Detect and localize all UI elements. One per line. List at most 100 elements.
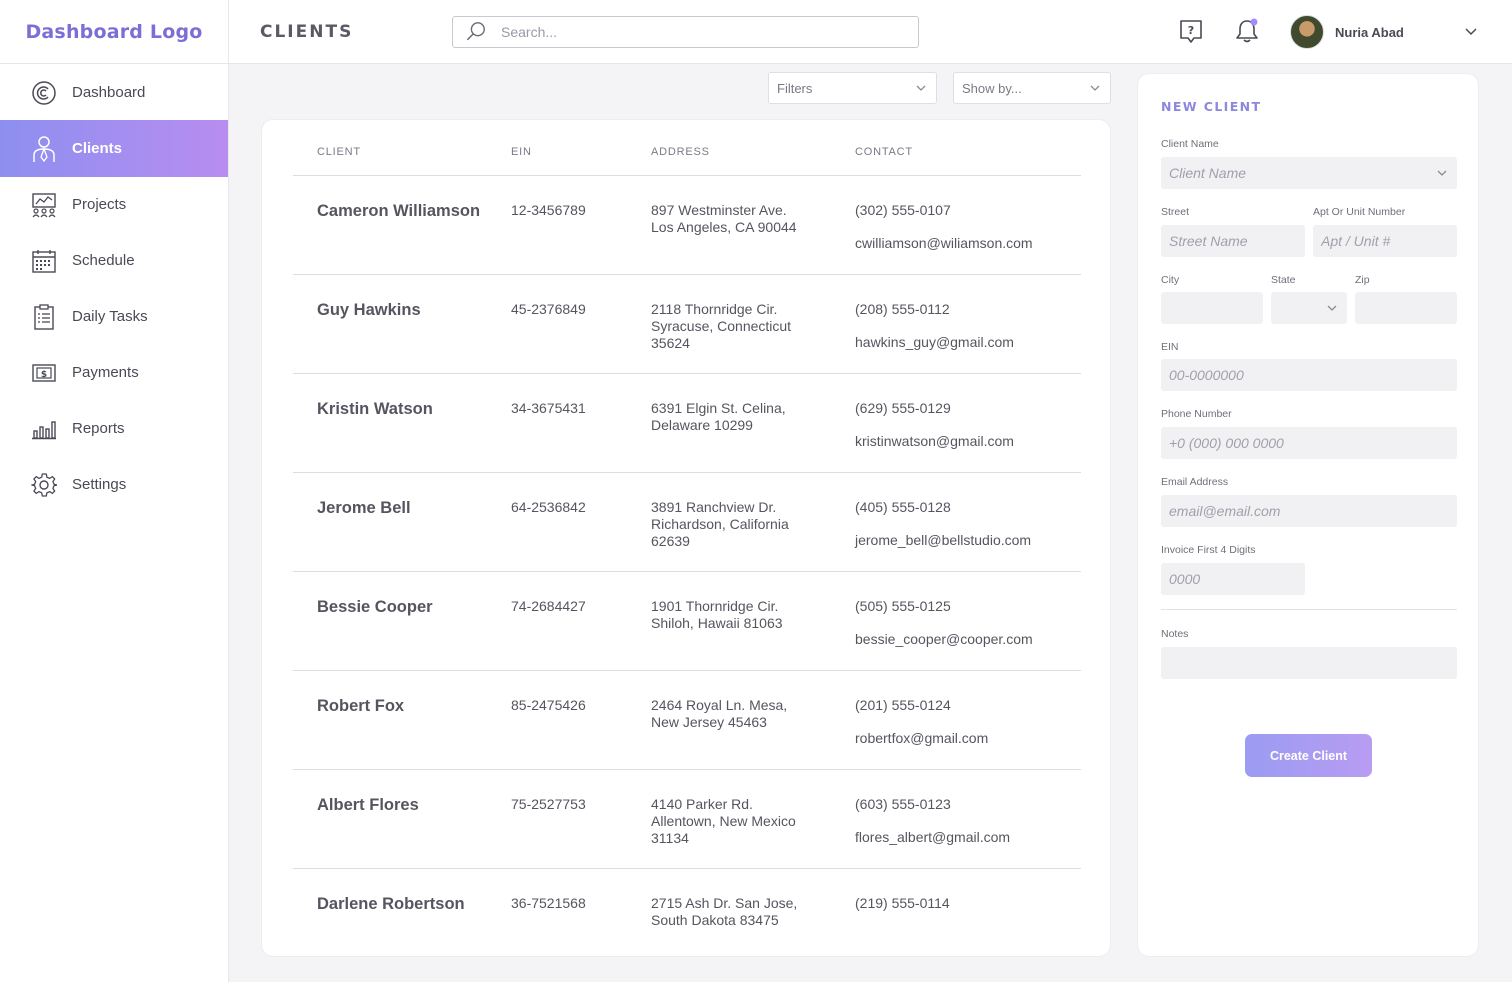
client-email[interactable]: kristinwatson@gmail.com (855, 433, 1014, 449)
dashboard-icon (30, 79, 58, 107)
notes-input[interactable] (1169, 655, 1457, 671)
client-email[interactable]: robertfox@gmail.com (855, 730, 989, 746)
table-row[interactable]: Robert Fox 85-2475426 2464 Royal Ln. Mes… (293, 671, 1081, 770)
user-avatar[interactable] (1290, 15, 1324, 49)
client-name-select[interactable] (1161, 157, 1457, 189)
table-row[interactable]: Jerome Bell 64-2536842 3891 Ranchview Dr… (293, 473, 1081, 572)
sidebar-item-payments[interactable]: $ Payments (0, 344, 228, 401)
user-name[interactable]: Nuria Abad (1335, 25, 1404, 40)
ein-input[interactable] (1169, 367, 1457, 383)
show-by-label: Show by... (962, 80, 1022, 96)
client-phone[interactable]: (629) 555-0129 (855, 400, 951, 416)
client-email[interactable]: cwilliamson@wiliamson.com (855, 235, 1033, 251)
dollar-bill-icon: $ (30, 359, 58, 387)
invoice-input[interactable] (1169, 571, 1305, 587)
zip-label: Zip (1355, 274, 1370, 286)
phone-field[interactable] (1161, 427, 1457, 459)
street-field[interactable] (1161, 225, 1305, 257)
city-input[interactable] (1169, 300, 1263, 316)
search-bar[interactable] (452, 16, 919, 48)
sidebar-item-daily-tasks[interactable]: Daily Tasks (0, 288, 228, 345)
client-phone[interactable]: (219) 555-0114 (855, 895, 950, 911)
email-label: Email Address (1161, 476, 1229, 488)
client-email[interactable]: jerome_bell@bellstudio.com (855, 532, 1032, 548)
city-field[interactable] (1161, 292, 1263, 324)
client-phone[interactable]: (603) 555-0123 (855, 796, 951, 812)
client-email[interactable]: flores_albert@gmail.com (855, 829, 1011, 845)
table-row[interactable]: Bessie Cooper 74-2684427 1901 Thornridge… (293, 572, 1081, 671)
column-header-client[interactable]: CLIENT (317, 146, 361, 158)
sidebar-item-label: Schedule (72, 252, 135, 269)
client-ein: 45-2376849 (511, 301, 586, 317)
create-client-button[interactable]: Create Client (1245, 734, 1372, 777)
sidebar-item-label: Dashboard (72, 84, 146, 101)
search-input[interactable] (501, 24, 881, 40)
client-name: Cameron Williamson (317, 202, 481, 220)
client-email[interactable]: hawkins_guy@gmail.com (855, 334, 1014, 350)
client-ein: 34-3675431 (511, 400, 586, 416)
chevron-down-icon[interactable] (1464, 26, 1478, 38)
svg-text:?: ? (1188, 24, 1194, 37)
apt-input[interactable] (1321, 233, 1457, 249)
apt-field[interactable] (1313, 225, 1457, 257)
sidebar-item-settings[interactable]: Settings (0, 456, 228, 513)
street-label: Street (1161, 206, 1190, 218)
email-input[interactable] (1169, 503, 1457, 519)
notification-dot (1250, 18, 1258, 26)
client-address: 2715 Ash Dr. San Jose, South Dakota 8347… (651, 895, 798, 928)
table-row[interactable]: Kristin Watson 34-3675431 6391 Elgin St.… (293, 374, 1081, 473)
client-name-input[interactable] (1169, 165, 1457, 181)
street-input[interactable] (1169, 233, 1305, 249)
notification-bell-icon[interactable] (1233, 17, 1261, 45)
state-select[interactable] (1271, 292, 1347, 324)
client-phone[interactable]: (505) 555-0125 (855, 598, 951, 614)
column-header-address[interactable]: ADDRESS (651, 146, 710, 158)
notes-field[interactable] (1161, 647, 1457, 679)
sidebar-item-label: Reports (72, 420, 125, 437)
client-phone[interactable]: (201) 555-0124 (855, 697, 951, 713)
email-field[interactable] (1161, 495, 1457, 527)
table-row[interactable]: Cameron Williamson 12-3456789 897 Westmi… (293, 176, 1081, 275)
invoice-field[interactable] (1161, 563, 1305, 595)
logo-area: Dashboard Logo (0, 0, 229, 64)
chevron-down-icon (1090, 85, 1100, 91)
client-name: Guy Hawkins (317, 301, 421, 319)
gear-icon (30, 471, 58, 499)
divider (1161, 609, 1457, 610)
bar-chart-icon (30, 415, 58, 443)
panel-title: NEW CLIENT (1161, 99, 1262, 114)
sidebar-item-reports[interactable]: Reports (0, 400, 228, 457)
clipboard-icon (30, 303, 58, 331)
client-ein: 85-2475426 (511, 697, 586, 713)
sidebar-item-schedule[interactable]: Schedule (0, 232, 228, 289)
show-by-dropdown[interactable]: Show by... (953, 72, 1111, 104)
chevron-down-icon (1437, 170, 1447, 176)
ein-label: EIN (1161, 341, 1179, 353)
sidebar-item-dashboard[interactable]: Dashboard (0, 64, 228, 121)
ein-field[interactable] (1161, 359, 1457, 391)
help-icon[interactable]: ? (1178, 18, 1204, 44)
column-header-ein[interactable]: EIN (511, 146, 532, 158)
sidebar-item-projects[interactable]: Projects (0, 176, 228, 233)
header-divider (293, 175, 1081, 176)
zip-input[interactable] (1363, 300, 1457, 316)
client-address: 4140 Parker Rd. Allentown, New Mexico 31… (651, 796, 796, 846)
filters-dropdown[interactable]: Filters (768, 72, 937, 104)
client-address: 1901 Thornridge Cir. Shiloh, Hawaii 8106… (651, 598, 783, 631)
client-address: 2118 Thornridge Cir. Syracuse, Connectic… (651, 301, 792, 351)
table-row[interactable]: Guy Hawkins 45-2376849 2118 Thornridge C… (293, 275, 1081, 374)
sidebar-item-clients[interactable]: Clients (0, 120, 228, 177)
search-icon (467, 22, 485, 41)
dashboard-logo[interactable]: Dashboard Logo (25, 21, 203, 43)
client-phone[interactable]: (302) 555-0107 (855, 202, 951, 218)
phone-input[interactable] (1169, 435, 1457, 451)
client-address: 6391 Elgin St. Celina, Delaware 10299 (651, 400, 786, 433)
client-email[interactable]: bessie_cooper@cooper.com (855, 631, 1033, 647)
table-row[interactable]: Albert Flores 75-2527753 4140 Parker Rd.… (293, 770, 1081, 869)
zip-field[interactable] (1355, 292, 1457, 324)
client-phone[interactable]: (405) 555-0128 (855, 499, 951, 515)
table-row[interactable]: Darlene Robertson 36-7521568 2715 Ash Dr… (293, 869, 1081, 956)
client-name: Darlene Robertson (317, 895, 465, 913)
column-header-contact[interactable]: CONTACT (855, 146, 913, 158)
client-phone[interactable]: (208) 555-0112 (855, 301, 950, 317)
